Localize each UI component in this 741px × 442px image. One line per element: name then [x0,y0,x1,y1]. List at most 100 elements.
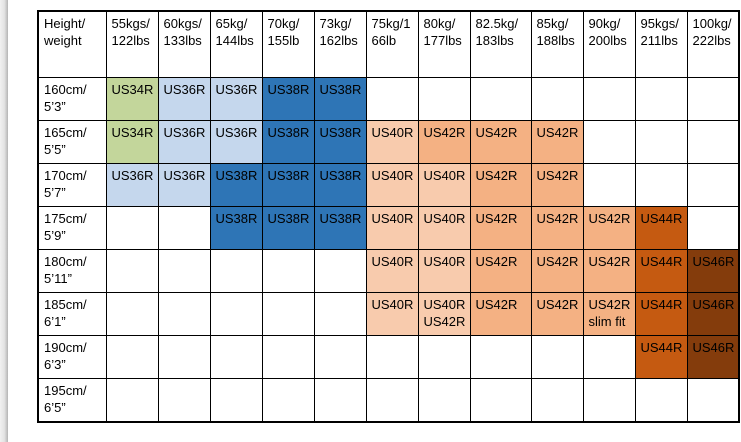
cell-line: 6’3” [44,357,66,372]
size-cell: US44R [634,206,688,250]
column-header-cell: 90kg/200lbs [582,10,636,78]
size-cell: US42R [469,249,532,293]
cell-line: US40R [423,254,466,269]
cell-line: US44R [640,340,683,355]
cell-line: 160cm/ [44,82,87,97]
cell-line: US40R [371,297,414,312]
size-cell: US40R [365,249,419,293]
cell-line: US46R [692,254,735,269]
cell-line: US38R [319,168,362,183]
size-cell: US38R [261,77,315,121]
column-header-cell: 70kg/155lb [261,10,315,78]
column-header-cell: 73kg/162lbs [313,10,367,78]
column-header-cell: 60kgs/133lbs [157,10,211,78]
row-header-cell: 170cm/5’7” [37,163,107,207]
cell-line: US40R [371,168,414,183]
row-header-cell: 160cm/5’3” [37,77,107,121]
empty-cell [157,249,211,293]
cell-line: US42R [588,254,631,269]
row-header-cell: 165cm/5’5” [37,120,107,164]
size-cell: US38R [261,206,315,250]
cell-line: 5’9” [44,228,66,243]
empty-cell [686,163,740,207]
cell-line: 95kgs/ [640,16,679,31]
size-cell: US40R [365,163,419,207]
cell-line: US42R [423,314,466,329]
cell-line: US42R [536,254,579,269]
size-cell: US40R US42R [417,292,471,336]
size-cell: US42R [530,163,584,207]
size-cell: US42R [582,249,636,293]
column-header-cell: 95kgs/211lbs [634,10,688,78]
cell-line: US44R [640,297,683,312]
size-cell: US44R [634,335,688,379]
cell-line: US42R [475,254,518,269]
empty-cell [209,249,263,293]
cell-line: US42R [588,297,631,312]
empty-cell [157,335,211,379]
cell-line: US46R [692,340,735,355]
empty-cell [157,292,211,336]
table-header-row: Height/weight 55kgs/122lbs 60kgs/133lbs 65k… [37,10,740,78]
row-header-cell: 180cm/5’11” [37,249,107,293]
cell-line: weight [44,33,82,48]
table-row: 170cm/5’7” US36R US36R US38R US38R US38R US40R… [37,163,740,207]
size-cell: US38R [261,163,315,207]
empty-cell [582,335,636,379]
size-cell: US46R [686,335,740,379]
cell-line: 65kg/ [215,16,248,31]
empty-cell [417,77,471,121]
empty-cell [209,292,263,336]
empty-cell [634,378,688,423]
cell-line: 180cm/ [44,254,87,269]
empty-cell [209,378,263,423]
cell-line: Height/ [44,16,86,31]
size-cell: US42R [469,120,532,164]
empty-cell [417,335,471,379]
size-cell: US42R slim fit [582,292,636,336]
size-cell: US36R [157,163,211,207]
empty-cell [634,120,688,164]
table-row: 185cm/6’1” US40R US40R US42R US42R US42R US42R… [37,292,740,336]
cell-line: US42R [588,211,631,226]
empty-cell [365,77,419,121]
empty-cell [157,378,211,423]
cell-line: 188lbs [536,33,575,48]
empty-cell [686,77,740,121]
cell-line: US38R [319,211,362,226]
cell-line: 75kg/1 [371,16,411,31]
cell-line: US40R [371,125,414,140]
size-cell: US36R [105,163,159,207]
cell-line: 5’11” [44,271,72,286]
empty-cell [365,335,419,379]
size-cell: US40R [365,292,419,336]
empty-cell [469,378,532,423]
cell-line: US36R [163,168,206,183]
cell-line: US38R [215,211,258,226]
cell-line: US40R [423,297,466,312]
corner-header-cell: Height/weight [37,10,107,78]
empty-cell [105,249,159,293]
column-header-cell: 85kg/188lbs [530,10,584,78]
size-cell: US44R [634,292,688,336]
cell-line: 222lbs [692,33,731,48]
cell-line: 70kg/ [267,16,300,31]
size-cell: US36R [157,120,211,164]
cell-line: US42R [536,211,579,226]
table-row: 175cm/5’9” US38R US38R US38R US40R US40R US42R… [37,206,740,250]
size-cell: US42R [530,249,584,293]
empty-cell [261,378,315,423]
cell-line: 6’5” [44,400,66,415]
cell-line: 80kg/ [423,16,456,31]
cell-line: US36R [215,125,258,140]
empty-cell [686,120,740,164]
cell-line: 73kg/ [319,16,352,31]
size-cell: US44R [634,249,688,293]
cell-line: 6’1” [44,314,66,329]
cell-line: US34R [111,125,154,140]
empty-cell [582,378,636,423]
cell-line: US34R [111,82,154,97]
cell-line: US44R [640,211,683,226]
empty-cell [261,249,315,293]
